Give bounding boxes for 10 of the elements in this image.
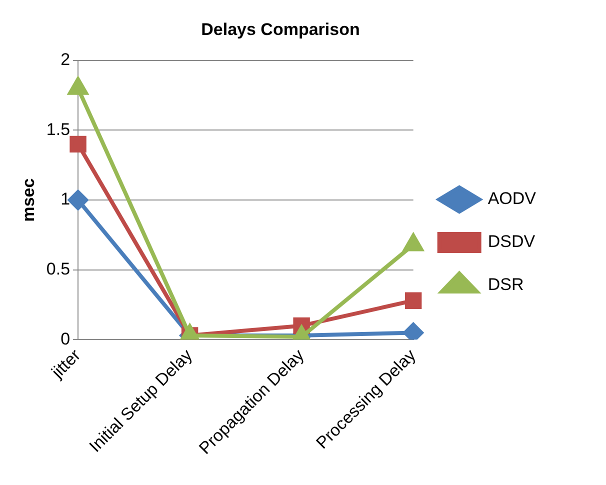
legend-label: DSDV <box>488 232 536 252</box>
y-tick-label: 1 <box>60 190 70 209</box>
y-tick-label: 0.5 <box>46 260 70 279</box>
y-tick-label: 2 <box>60 50 70 70</box>
chart-title: Delays Comparison <box>201 20 360 39</box>
y-tick-label: 0 <box>60 329 70 348</box>
legend-label: AODV <box>488 189 537 208</box>
y-axis-title: msec <box>18 178 38 222</box>
legend-label: DSR <box>488 275 524 294</box>
y-tick-label: 1.5 <box>46 120 70 139</box>
